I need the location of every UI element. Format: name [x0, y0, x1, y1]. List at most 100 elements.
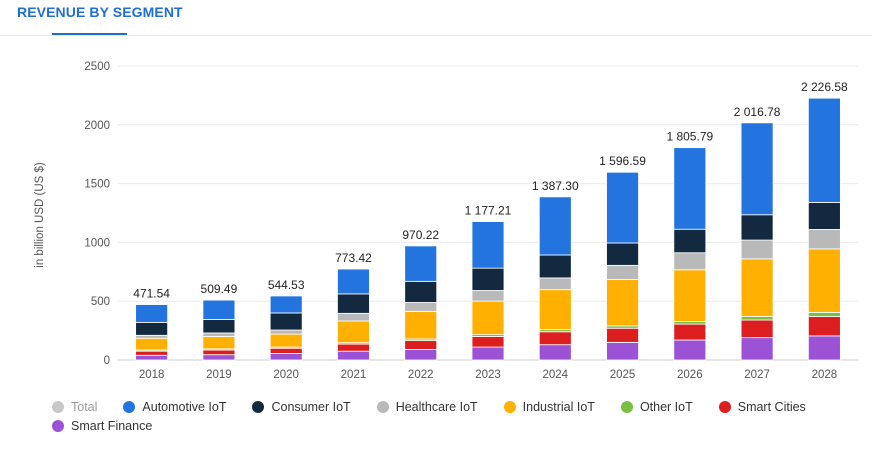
bar-segment-smart-cities[interactable]: [740, 319, 774, 339]
bar-segment-consumer-iot[interactable]: [202, 319, 236, 334]
bar-segment-healthcare-iot[interactable]: [606, 264, 639, 280]
x-tick-label: 2022: [408, 369, 434, 381]
bar-segment-smart-finance[interactable]: [807, 335, 841, 361]
bar-segment-healthcare-iot[interactable]: [538, 277, 572, 291]
bar-segment-automotive-iot[interactable]: [269, 295, 303, 314]
y-tick-label: 1500: [84, 179, 110, 191]
bar-segment-smart-finance[interactable]: [135, 354, 169, 361]
bar-segment-smart-cities[interactable]: [404, 340, 438, 350]
bar-segment-other-iot[interactable]: [807, 311, 841, 317]
y-tick-label: 2000: [84, 120, 110, 132]
bar-segment-automotive-iot[interactable]: [740, 122, 774, 216]
tab-revenue-by-segment[interactable]: REVENUE BY SEGMENT: [17, 4, 183, 20]
bar-segment-smart-cities[interactable]: [471, 336, 505, 348]
bar-segment-smart-cities[interactable]: [269, 347, 303, 354]
bar-segment-industrial-iot[interactable]: [740, 258, 774, 317]
legend-item-automotive-iot[interactable]: Automotive IoT: [123, 399, 226, 414]
total-data-label: 970.22: [402, 228, 439, 242]
bar-segment-smart-finance[interactable]: [404, 349, 438, 361]
stacked-bar-chart: 0 500 1000 1500 2000 2500 in billion USD (US $…: [34, 61, 858, 381]
legend-label: Industrial IoT: [522, 399, 595, 414]
bar-segment-other-iot[interactable]: [740, 316, 774, 321]
bar-segment-industrial-iot[interactable]: [606, 279, 639, 327]
bar-segment-smart-cities[interactable]: [202, 349, 236, 356]
bar-segment-industrial-iot[interactable]: [471, 300, 505, 335]
bar-segment-smart-finance[interactable]: [606, 341, 639, 361]
legend-item-industrial-iot[interactable]: Industrial IoT: [503, 399, 595, 414]
total-data-label: 1 177.21: [465, 204, 512, 218]
bar-segment-automotive-iot[interactable]: [673, 147, 707, 230]
bar-segment-automotive-iot[interactable]: [404, 245, 438, 282]
total-data-label: 2 226.58: [801, 80, 848, 94]
bar-segment-consumer-iot[interactable]: [471, 267, 505, 291]
legend-item-healthcare-iot[interactable]: Healthcare IoT: [376, 399, 478, 414]
bar-segment-industrial-iot[interactable]: [202, 336, 236, 350]
legend-label: Automotive IoT: [142, 399, 227, 414]
bar-segment-healthcare-iot[interactable]: [471, 290, 505, 302]
bar-segment-smart-finance[interactable]: [673, 339, 707, 361]
bar-segment-industrial-iot[interactable]: [404, 310, 438, 340]
bar-segment-healthcare-iot[interactable]: [269, 329, 303, 335]
x-tick-label: 2028: [812, 369, 838, 381]
bar-segment-automotive-iot[interactable]: [135, 304, 169, 323]
bar-segment-automotive-iot[interactable]: [538, 196, 572, 256]
bar-segment-healthcare-iot[interactable]: [740, 239, 774, 260]
bar-segment-consumer-iot[interactable]: [269, 312, 303, 331]
x-tick-label: 2024: [542, 369, 568, 381]
bar-segment-healthcare-iot[interactable]: [673, 252, 707, 271]
bar-segment-smart-finance[interactable]: [740, 337, 774, 361]
bar-segment-smart-finance[interactable]: [269, 353, 303, 361]
bar-segment-smart-cities[interactable]: [807, 316, 841, 337]
bar-segment-smart-finance[interactable]: [471, 346, 505, 361]
total-data-label: 509.49: [201, 282, 238, 296]
x-tick-label: 2023: [475, 369, 501, 381]
active-tab-indicator: [52, 33, 127, 35]
bar-segment-healthcare-iot[interactable]: [202, 332, 236, 337]
legend-swatch-icon: [52, 419, 64, 432]
tab-divider: [0, 35, 872, 36]
bar-segment-automotive-iot[interactable]: [606, 171, 639, 244]
bar-segment-automotive-iot[interactable]: [337, 268, 370, 295]
legend-label: Healthcare IoT: [395, 399, 478, 414]
bar-segment-consumer-iot[interactable]: [606, 242, 639, 266]
bar-segment-smart-cities[interactable]: [673, 323, 707, 341]
legend-item-smart-cities[interactable]: Smart Cities: [718, 399, 806, 414]
bar-segment-industrial-iot[interactable]: [538, 289, 572, 331]
legend-swatch-icon: [718, 400, 731, 413]
bar-segment-industrial-iot[interactable]: [135, 337, 169, 351]
bar-segment-smart-cities[interactable]: [337, 343, 370, 352]
bar-segment-industrial-iot[interactable]: [269, 333, 303, 348]
bar-segment-healthcare-iot[interactable]: [404, 302, 438, 312]
bar-segment-automotive-iot[interactable]: [471, 221, 505, 269]
bar-segment-consumer-iot[interactable]: [673, 228, 707, 254]
bar-segment-industrial-iot[interactable]: [807, 248, 841, 313]
legend-item-other-iot[interactable]: Other IoT: [620, 399, 693, 414]
bar-segment-consumer-iot[interactable]: [135, 321, 169, 336]
total-data-label: 1 596.59: [599, 154, 646, 168]
bar-segment-consumer-iot[interactable]: [404, 280, 438, 303]
total-data-label: 2 016.78: [734, 105, 781, 119]
bar-segment-smart-cities[interactable]: [135, 350, 169, 356]
bar-segment-consumer-iot[interactable]: [740, 214, 774, 241]
bar-segment-healthcare-iot[interactable]: [135, 334, 169, 339]
bar-segment-consumer-iot[interactable]: [538, 254, 572, 279]
bar-segment-automotive-iot[interactable]: [807, 97, 841, 203]
bar-segment-industrial-iot[interactable]: [337, 320, 370, 344]
bar-segment-automotive-iot[interactable]: [202, 299, 236, 320]
bar-segment-smart-finance[interactable]: [337, 350, 370, 361]
legend-item-smart-finance[interactable]: Smart Finance: [52, 418, 152, 433]
bar-segment-consumer-iot[interactable]: [807, 202, 841, 230]
bar-segment-smart-cities[interactable]: [538, 331, 572, 346]
y-tick-label: 500: [91, 296, 110, 308]
legend-item-consumer-iot[interactable]: Consumer IoT: [252, 399, 351, 414]
bar-segment-healthcare-iot[interactable]: [807, 229, 841, 250]
bar-segment-smart-finance[interactable]: [538, 344, 572, 361]
bar-segment-smart-cities[interactable]: [606, 327, 639, 343]
bar-segment-consumer-iot[interactable]: [337, 293, 370, 314]
bar-segment-smart-finance[interactable]: [202, 354, 236, 361]
legend-item-total[interactable]: Total: [52, 399, 97, 414]
bar-segment-healthcare-iot[interactable]: [337, 312, 370, 322]
total-data-label: 773.42: [335, 251, 372, 265]
bar-segment-industrial-iot[interactable]: [673, 269, 707, 322]
chart-legend: Total Automotive IoT Consumer IoT Healthcar…: [52, 399, 852, 433]
